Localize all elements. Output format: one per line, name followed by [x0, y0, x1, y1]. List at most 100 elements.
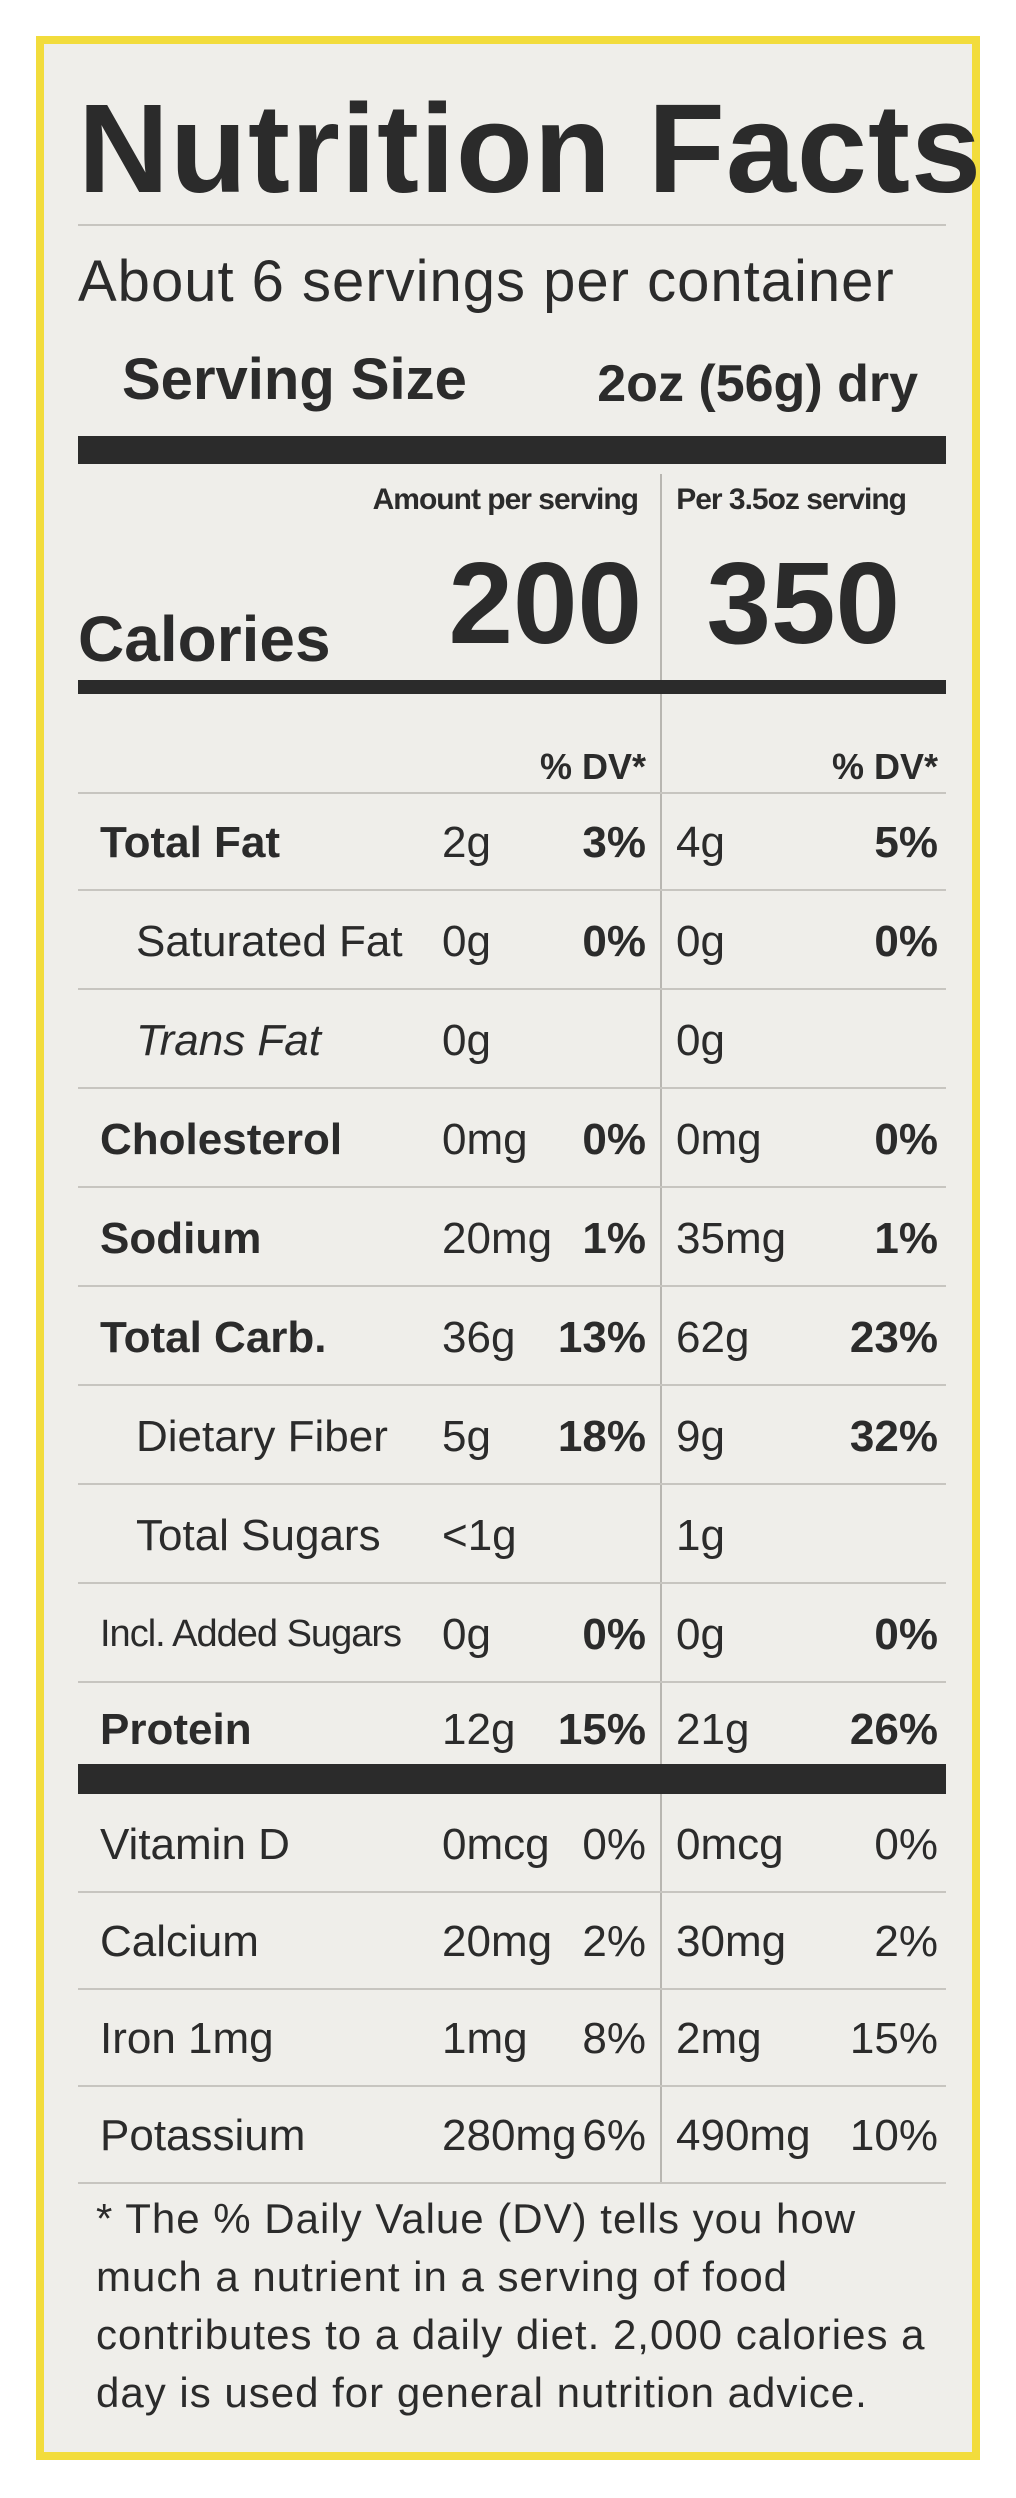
- dv-serving: 0%: [582, 1610, 646, 1659]
- amount-serving: 36g: [442, 1313, 516, 1362]
- row-divider: [78, 2182, 946, 2184]
- amount-35oz: 9g: [676, 1412, 725, 1461]
- dv-35oz: 0%: [874, 917, 938, 966]
- nutrient-name: Incl. Added Sugars: [100, 1613, 402, 1655]
- dv-35oz: 10%: [849, 2111, 938, 2160]
- row-divider: [78, 1582, 946, 1584]
- column-divider: [660, 694, 662, 1764]
- dv-serving: 1%: [582, 1214, 646, 1263]
- servings-per-container: About 6 servings per container: [78, 249, 895, 314]
- row-divider: [78, 1681, 946, 1683]
- nutrient-row-total-carb: Total Carb. 36g 13% 62g 23%: [78, 1289, 946, 1386]
- amount-serving: 20mg: [442, 1917, 553, 1966]
- nutrition-facts-label: Nutrition Facts About 6 servings per con…: [36, 36, 983, 2460]
- amount-serving: <1g: [442, 1511, 517, 1560]
- nutrient-row-dietary-fiber: Dietary Fiber 5g 18% 9g 32%: [78, 1388, 946, 1485]
- amount-serving: 1mg: [442, 2014, 528, 2063]
- dv-serving: 18%: [557, 1412, 646, 1461]
- vitamin-row-iron: Iron 1mg 1mg 8% 2mg 15%: [78, 1990, 946, 2087]
- nutrient-name: Total Carb.: [100, 1313, 327, 1362]
- nutrient-row-added-sugars: Incl. Added Sugars 0g 0% 0g 0%: [78, 1586, 946, 1683]
- amount-35oz: 30mg: [676, 1917, 787, 1966]
- amount-serving: 5g: [442, 1412, 491, 1461]
- nutrient-name: Saturated Fat: [136, 917, 403, 966]
- nutrient-name: Sodium: [100, 1214, 262, 1263]
- row-divider: [78, 1186, 946, 1188]
- amount-35oz: 490mg: [676, 2111, 811, 2160]
- nutrient-row-total-sugars: Total Sugars <1g 1g: [78, 1487, 946, 1584]
- vitamin-name: Iron 1mg: [100, 2014, 274, 2063]
- calories-per-35oz: 350: [706, 538, 900, 668]
- nutrient-name: Total Sugars: [136, 1511, 381, 1560]
- nutrient-row-cholesterol: Cholesterol 0mg 0% 0mg 0%: [78, 1091, 946, 1188]
- vitamin-row-vitamin-d: Vitamin D 0mcg 0% 0mcg 0%: [78, 1796, 946, 1893]
- nutrient-row-trans-fat: Trans Fat 0g 0g: [78, 992, 946, 1089]
- dv-35oz: 32%: [849, 1412, 938, 1461]
- amount-35oz: 35mg: [676, 1214, 787, 1263]
- column-divider: [660, 474, 662, 680]
- dv-serving: 8%: [582, 2014, 646, 2063]
- dv-header-serving: % DV*: [539, 746, 646, 787]
- amount-35oz: 1g: [676, 1511, 725, 1560]
- dv-35oz: 26%: [849, 1705, 938, 1754]
- amount-serving: 0g: [442, 1610, 491, 1659]
- thick-divider: [78, 1764, 946, 1794]
- row-divider: [78, 1988, 946, 1990]
- row-divider: [78, 889, 946, 891]
- amount-35oz: 0mg: [676, 1115, 762, 1164]
- vitamin-name: Vitamin D: [100, 1820, 290, 1869]
- calories-label: Calories: [78, 603, 331, 675]
- dv-35oz: 0%: [874, 1115, 938, 1164]
- row-divider: [78, 2085, 946, 2087]
- nutrient-row-total-fat: Total Fat 2g 3% 4g 5%: [78, 794, 946, 891]
- amount-serving: 0g: [442, 917, 491, 966]
- amount-35oz: 2mg: [676, 2014, 762, 2063]
- serving-size-label: Serving Size: [122, 347, 467, 412]
- dv-35oz: 15%: [849, 2014, 938, 2063]
- nutrient-name: Trans Fat: [136, 1016, 322, 1065]
- serving-size-value: 2oz (56g) dry: [597, 355, 918, 413]
- dv-serving: 6%: [582, 2111, 646, 2160]
- amount-35oz: 4g: [676, 818, 725, 867]
- amount-serving: 2g: [442, 818, 491, 867]
- divider: [78, 224, 946, 226]
- amount-35oz: 21g: [676, 1705, 750, 1754]
- dv-header-35oz: % DV*: [831, 746, 938, 787]
- nutrient-row-sodium: Sodium 20mg 1% 35mg 1%: [78, 1190, 946, 1287]
- nutrient-row-saturated-fat: Saturated Fat 0g 0% 0g 0%: [78, 893, 946, 990]
- dv-35oz: 0%: [874, 1610, 938, 1659]
- medium-divider: [78, 680, 946, 694]
- dv-35oz: 0%: [874, 1820, 938, 1869]
- dv-serving: 13%: [557, 1313, 646, 1362]
- dv-serving: 15%: [557, 1705, 646, 1754]
- amount-35oz: 0mcg: [676, 1820, 784, 1869]
- dv-35oz: 5%: [874, 818, 938, 867]
- divider: [78, 792, 946, 794]
- nutrient-row-protein: Protein 12g 15% 21g 26%: [78, 1685, 946, 1775]
- dv-serving: 2%: [582, 1917, 646, 1966]
- vitamin-row-calcium: Calcium 20mg 2% 30mg 2%: [78, 1893, 946, 1990]
- amount-35oz: 0g: [676, 917, 725, 966]
- row-divider: [78, 1285, 946, 1287]
- dv-35oz: 23%: [849, 1313, 938, 1362]
- amount-serving: 0mcg: [442, 1820, 550, 1869]
- label-title: Nutrition Facts: [78, 78, 983, 219]
- vitamin-name: Potassium: [100, 2111, 306, 2160]
- dv-serving: 0%: [582, 917, 646, 966]
- row-divider: [78, 1087, 946, 1089]
- row-divider: [78, 1384, 946, 1386]
- per-35oz-label: Per 3.5oz serving: [676, 483, 907, 516]
- row-divider: [78, 988, 946, 990]
- amount-serving: 20mg: [442, 1214, 553, 1263]
- dv-serving: 0%: [582, 1820, 646, 1869]
- daily-value-footnote: * The % Daily Value (DV) tells you how m…: [96, 2195, 926, 2416]
- amount-serving: 0mg: [442, 1115, 528, 1164]
- amount-serving: 12g: [442, 1705, 516, 1754]
- dv-35oz: 1%: [874, 1214, 938, 1263]
- dv-serving: 0%: [582, 1115, 646, 1164]
- thick-divider: [78, 436, 946, 464]
- dv-serving: 3%: [582, 818, 646, 867]
- amount-serving: 280mg: [442, 2111, 577, 2160]
- amount-35oz: 0g: [676, 1610, 725, 1659]
- nutrient-name: Protein: [100, 1705, 252, 1754]
